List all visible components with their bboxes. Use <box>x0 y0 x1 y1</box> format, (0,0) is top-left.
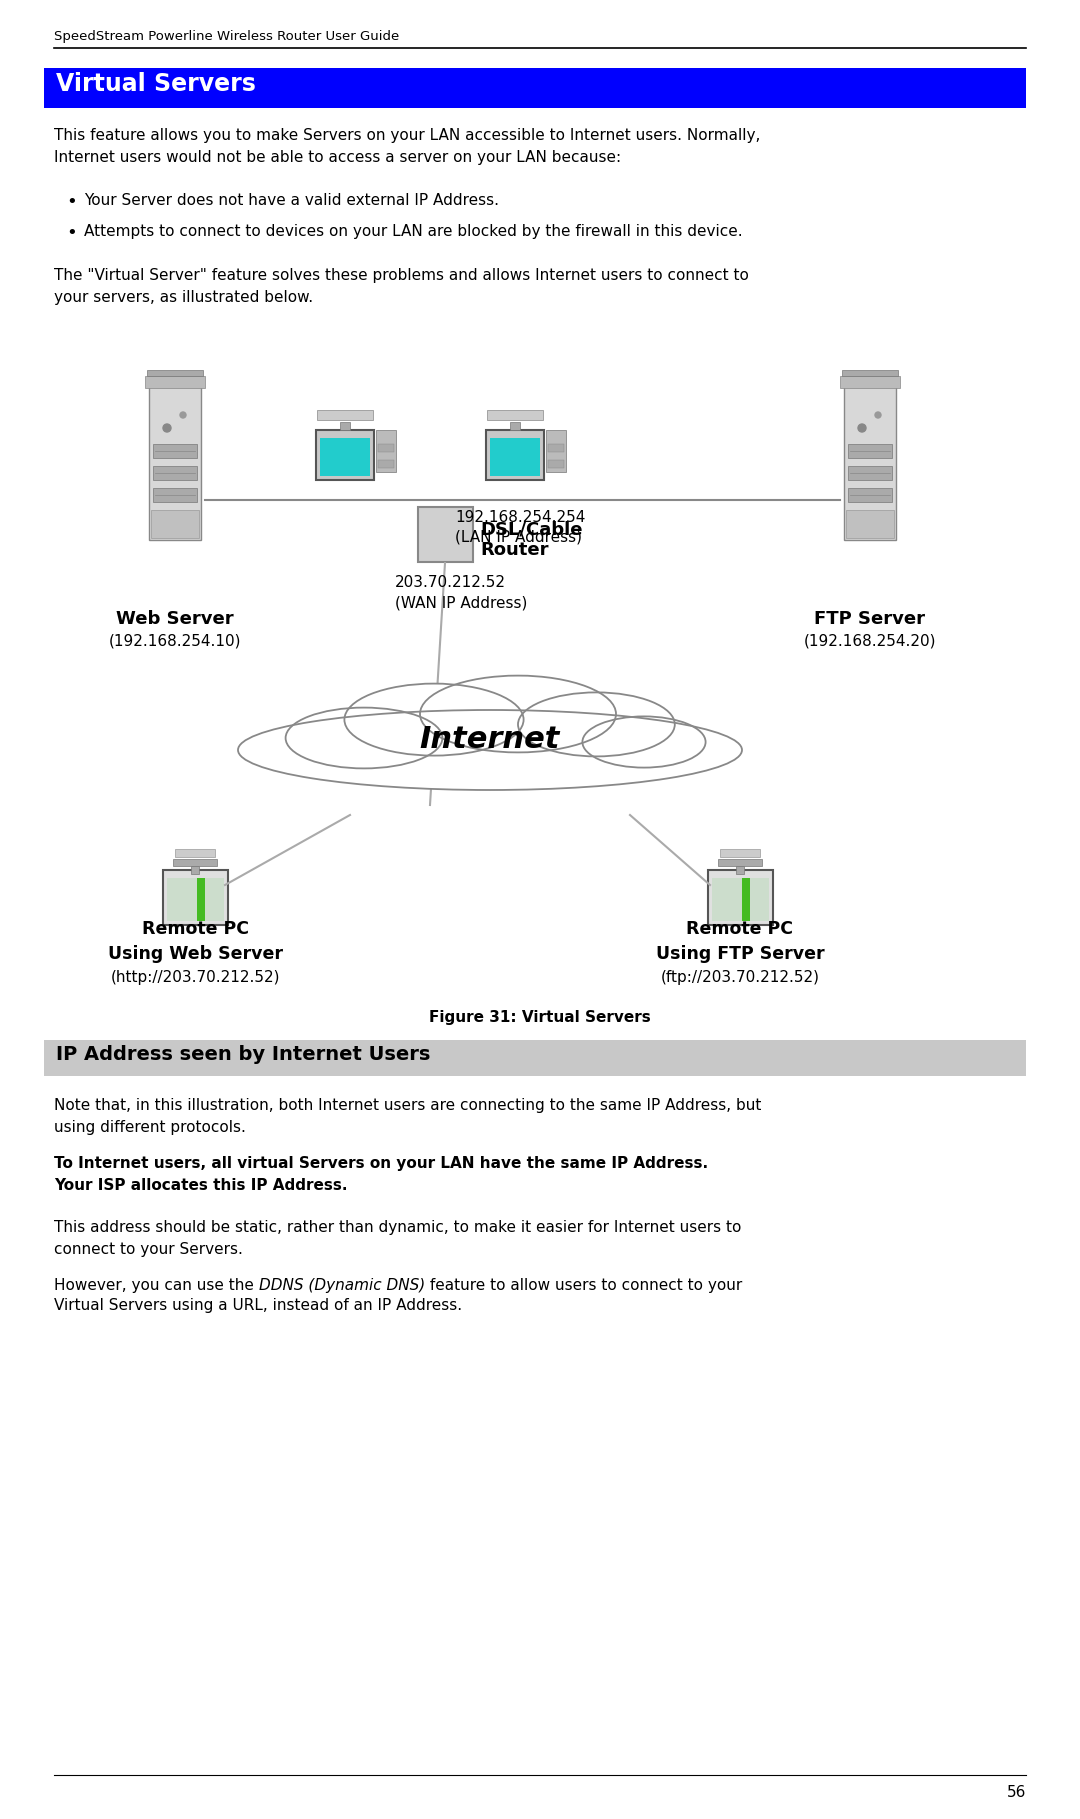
Text: The "Virtual Server" feature solves these problems and allows Internet users to : The "Virtual Server" feature solves thes… <box>54 267 748 306</box>
Text: However, you can use the: However, you can use the <box>54 1279 259 1293</box>
FancyBboxPatch shape <box>548 444 564 451</box>
Text: •: • <box>66 193 77 211</box>
Text: •: • <box>66 224 77 242</box>
Text: 56: 56 <box>1007 1784 1026 1801</box>
FancyBboxPatch shape <box>151 509 199 538</box>
Text: SpeedStream Powerline Wireless Router User Guide: SpeedStream Powerline Wireless Router Us… <box>54 29 400 44</box>
FancyBboxPatch shape <box>191 866 199 873</box>
FancyBboxPatch shape <box>145 377 205 387</box>
Text: FTP Server: FTP Server <box>814 609 926 628</box>
FancyBboxPatch shape <box>490 438 540 477</box>
Text: Your Server does not have a valid external IP Address.: Your Server does not have a valid extern… <box>84 193 499 207</box>
Text: feature to allow users to connect to your: feature to allow users to connect to you… <box>426 1279 742 1293</box>
FancyBboxPatch shape <box>173 859 217 866</box>
Text: DDNS (Dynamic DNS): DDNS (Dynamic DNS) <box>259 1279 426 1293</box>
FancyBboxPatch shape <box>175 849 215 857</box>
Text: Internet: Internet <box>420 726 561 755</box>
Text: (LAN IP Address): (LAN IP Address) <box>455 529 582 546</box>
FancyBboxPatch shape <box>848 466 892 480</box>
Ellipse shape <box>420 675 616 753</box>
FancyBboxPatch shape <box>340 422 350 429</box>
FancyBboxPatch shape <box>842 369 897 377</box>
FancyBboxPatch shape <box>147 369 203 377</box>
Ellipse shape <box>345 684 524 755</box>
FancyBboxPatch shape <box>149 380 201 540</box>
FancyBboxPatch shape <box>167 879 224 920</box>
Text: Web Server: Web Server <box>117 609 233 628</box>
Text: This feature allows you to make Servers on your LAN accessible to Internet users: This feature allows you to make Servers … <box>54 127 760 166</box>
FancyBboxPatch shape <box>316 429 374 480</box>
Text: Note that, in this illustration, both Internet users are connecting to the same : Note that, in this illustration, both In… <box>54 1099 761 1135</box>
FancyBboxPatch shape <box>548 460 564 467</box>
Ellipse shape <box>285 708 443 768</box>
FancyBboxPatch shape <box>197 879 205 920</box>
FancyBboxPatch shape <box>510 422 519 429</box>
Circle shape <box>180 411 186 418</box>
Text: To Internet users, all virtual Servers on your LAN have the same IP Address.
You: To Internet users, all virtual Servers o… <box>54 1157 708 1193</box>
Circle shape <box>858 424 866 431</box>
FancyBboxPatch shape <box>320 438 370 477</box>
FancyBboxPatch shape <box>712 879 769 920</box>
FancyBboxPatch shape <box>163 869 228 926</box>
Text: Remote PC: Remote PC <box>687 920 794 939</box>
Text: DSL/Cable
Router: DSL/Cable Router <box>480 520 582 558</box>
FancyBboxPatch shape <box>44 67 1026 107</box>
FancyBboxPatch shape <box>735 866 744 873</box>
Text: (WAN IP Address): (WAN IP Address) <box>395 595 527 609</box>
Text: 203.70.212.52: 203.70.212.52 <box>395 575 507 589</box>
FancyBboxPatch shape <box>153 444 197 458</box>
FancyBboxPatch shape <box>153 487 197 502</box>
FancyBboxPatch shape <box>848 487 892 502</box>
FancyBboxPatch shape <box>843 380 896 540</box>
FancyBboxPatch shape <box>153 466 197 480</box>
FancyBboxPatch shape <box>378 444 394 451</box>
Ellipse shape <box>582 717 705 768</box>
Text: Virtual Servers: Virtual Servers <box>56 73 256 96</box>
Text: Remote PC: Remote PC <box>141 920 248 939</box>
Text: IP Address seen by Internet Users: IP Address seen by Internet Users <box>56 1044 430 1064</box>
Circle shape <box>163 424 171 431</box>
FancyBboxPatch shape <box>708 869 773 926</box>
FancyBboxPatch shape <box>840 377 900 387</box>
FancyBboxPatch shape <box>44 1040 1026 1077</box>
Text: Attempts to connect to devices on your LAN are blocked by the firewall in this d: Attempts to connect to devices on your L… <box>84 224 743 238</box>
FancyBboxPatch shape <box>378 460 394 467</box>
FancyBboxPatch shape <box>418 508 473 562</box>
Text: Figure 31: Virtual Servers: Figure 31: Virtual Servers <box>429 1010 651 1024</box>
FancyBboxPatch shape <box>487 409 543 420</box>
Text: (http://203.70.212.52): (http://203.70.212.52) <box>110 970 280 986</box>
Text: (192.168.254.20): (192.168.254.20) <box>804 635 936 649</box>
Circle shape <box>875 411 881 418</box>
FancyBboxPatch shape <box>376 429 396 471</box>
Text: 192.168.254.254: 192.168.254.254 <box>455 509 585 526</box>
FancyBboxPatch shape <box>848 444 892 458</box>
Text: (192.168.254.10): (192.168.254.10) <box>109 635 241 649</box>
Text: (ftp://203.70.212.52): (ftp://203.70.212.52) <box>661 970 820 986</box>
Text: Using FTP Server: Using FTP Server <box>656 946 824 962</box>
FancyBboxPatch shape <box>846 509 894 538</box>
FancyBboxPatch shape <box>742 879 750 920</box>
Ellipse shape <box>518 693 675 757</box>
FancyBboxPatch shape <box>546 429 566 471</box>
Text: This address should be static, rather than dynamic, to make it easier for Intern: This address should be static, rather th… <box>54 1221 741 1257</box>
Text: Using Web Server: Using Web Server <box>108 946 283 962</box>
Ellipse shape <box>238 709 742 789</box>
FancyBboxPatch shape <box>720 849 760 857</box>
FancyBboxPatch shape <box>318 409 373 420</box>
FancyBboxPatch shape <box>486 429 544 480</box>
Text: Virtual Servers using a URL, instead of an IP Address.: Virtual Servers using a URL, instead of … <box>54 1299 462 1313</box>
FancyBboxPatch shape <box>718 859 762 866</box>
